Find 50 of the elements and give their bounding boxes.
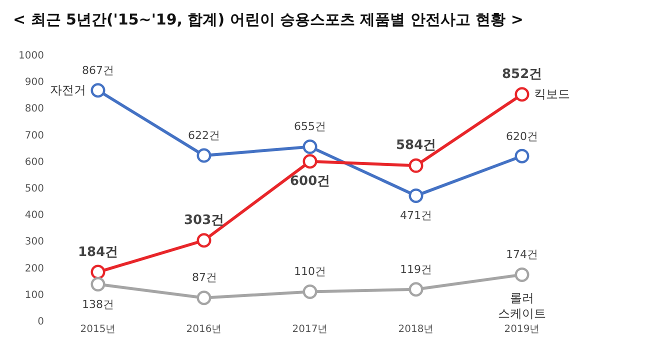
data-label: 87건 [192,271,217,284]
data-label: 867건 [82,64,114,77]
data-label: 174건 [506,248,538,261]
y-tick-label: 200 [24,263,44,274]
data-label: 471건 [400,209,432,222]
y-tick-label: 1000 [18,50,44,62]
data-label: 110건 [294,265,326,278]
y-tick-label: 900 [24,77,44,88]
data-label: 620건 [506,130,538,143]
series-label: 롤러 스케이트 [498,291,546,321]
x-tick-label: 2019년 [504,324,540,335]
data-label: 584건 [396,138,436,153]
point [302,154,318,169]
y-tick-label: 800 [24,104,44,115]
x-tick-label: 2015년 [80,324,116,335]
point [302,284,318,299]
y-tick-label: 400 [24,210,44,222]
point [408,282,424,297]
chart-title: < 최근 5년간('15~'19, 합계) 어린이 승용스포츠 제품별 안전사고 현황 > [13,10,524,29]
data-label: 852건 [502,67,542,82]
point [408,158,424,173]
series-label: 자전거 [50,83,86,97]
y-tick-label: 100 [24,290,44,301]
data-label: 655건 [294,120,326,133]
point [90,277,106,292]
data-label: 138건 [82,298,114,311]
point [90,83,106,98]
y-tick-label: 700 [24,130,44,142]
point [196,148,212,163]
series-label: 킥보드 [534,87,570,101]
y-tick-label: 500 [24,184,44,194]
point [514,148,530,164]
data-label: 119건 [400,263,432,276]
point [302,140,318,154]
point [90,264,106,280]
point [408,188,424,203]
x-tick-label: 2017년 [292,324,328,335]
data-label: 600건 [290,174,330,189]
x-tick-label: 2018년 [398,324,434,335]
point [514,87,530,102]
y-tick-label: 600 [24,156,44,168]
point [196,233,212,248]
data-label: 184건 [78,245,118,260]
y-tick-label: 0 [38,316,44,328]
y-tick-label: 300 [24,236,44,248]
point [196,290,212,306]
data-label: 622건 [188,129,220,142]
point [514,267,530,282]
data-label: 303건 [184,213,224,228]
x-tick-label: 2016년 [186,324,222,335]
